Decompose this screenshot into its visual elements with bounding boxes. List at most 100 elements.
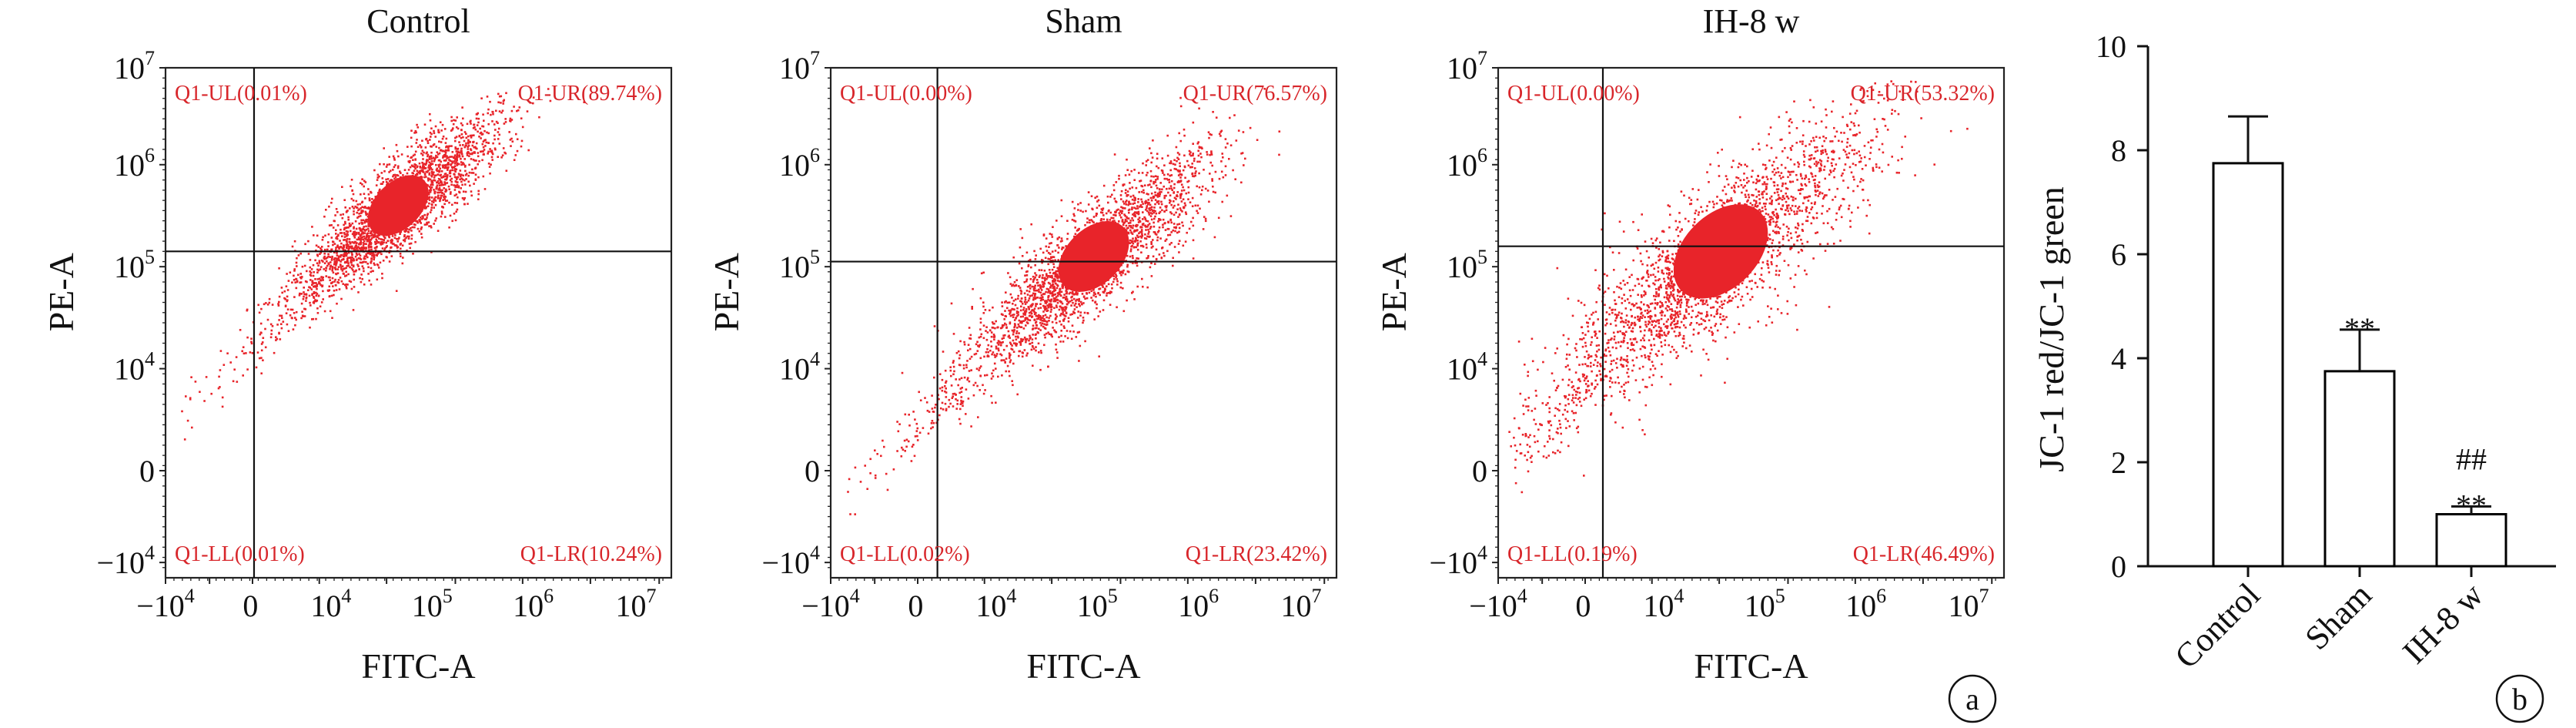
event-dot (1055, 351, 1059, 354)
event-dot (297, 273, 299, 277)
event-dot (443, 153, 446, 156)
event-dot (475, 117, 478, 120)
event-dot (322, 298, 324, 300)
event-dot (374, 243, 377, 245)
event-dot (1146, 159, 1149, 161)
event-dot (337, 255, 340, 258)
event-dot (337, 246, 340, 249)
event-dot (1145, 229, 1147, 231)
event-dot (462, 117, 464, 120)
event-dot (449, 156, 451, 158)
event-dot (1136, 248, 1139, 251)
event-dot (463, 146, 467, 149)
event-dot (457, 186, 459, 188)
event-dot (1047, 288, 1050, 290)
event-dot (431, 171, 434, 174)
event-dot (1192, 121, 1195, 124)
event-dot (190, 376, 192, 378)
event-dot (423, 166, 426, 168)
event-dot (417, 227, 420, 230)
event-dot (901, 446, 903, 449)
event-dot (1056, 267, 1059, 270)
event-dot (414, 150, 417, 153)
event-dot (386, 178, 390, 180)
event-dot (376, 253, 380, 255)
event-dot (221, 405, 224, 408)
event-dot (1194, 204, 1197, 207)
plot-frame (164, 66, 673, 579)
event-dot (456, 154, 459, 157)
event-dot (1124, 215, 1126, 217)
event-dot (908, 414, 910, 416)
event-dot (367, 244, 370, 247)
event-dot (956, 399, 959, 402)
event-dot (1041, 280, 1044, 283)
event-dot (1079, 314, 1082, 317)
event-dot (1184, 176, 1186, 179)
event-dot (916, 439, 919, 441)
event-dot (323, 257, 326, 259)
event-dot (1030, 312, 1033, 315)
event-dot (346, 245, 350, 248)
event-dot (470, 158, 473, 160)
event-dot (1121, 220, 1124, 223)
event-dot (1172, 264, 1174, 267)
event-dot (260, 349, 263, 352)
event-dot (487, 150, 490, 153)
event-dot (419, 166, 422, 169)
event-dot (1044, 327, 1047, 330)
event-dot (414, 174, 417, 176)
event-dot (351, 222, 354, 225)
event-dot (1101, 211, 1104, 214)
event-dot (1182, 169, 1185, 172)
event-dot (1094, 300, 1097, 304)
event-dot (304, 243, 306, 246)
event-dot (1184, 211, 1187, 213)
event-dot (350, 185, 352, 187)
event-dot (1119, 286, 1122, 289)
event-dot (323, 252, 326, 255)
event-dot (1043, 270, 1046, 272)
event-dot (500, 156, 503, 159)
event-dot (1069, 330, 1072, 333)
event-dot (434, 203, 437, 206)
event-dot (974, 381, 977, 384)
event-dot (1150, 262, 1153, 264)
event-dot (1060, 313, 1062, 315)
event-dot (1045, 237, 1048, 240)
event-dot (1066, 237, 1069, 240)
event-dot (1010, 347, 1012, 351)
event-dot (1161, 188, 1163, 191)
event-dot (1071, 295, 1073, 298)
event-dot (1089, 221, 1091, 224)
event-dot (520, 145, 523, 148)
event-dot (312, 317, 315, 320)
x-tick-label-base: 10 (513, 589, 544, 623)
event-dot (291, 308, 294, 311)
event-dot (1033, 294, 1036, 297)
event-dot (454, 163, 457, 165)
event-dot (1127, 222, 1130, 224)
event-dot (360, 230, 363, 232)
event-dot (435, 169, 438, 171)
event-dot (931, 420, 934, 422)
event-dot (336, 252, 338, 254)
event-dot (259, 333, 262, 336)
event-dot (1013, 319, 1016, 321)
event-dot (1056, 301, 1059, 304)
event-dot (425, 137, 428, 140)
event-dot (1128, 208, 1131, 211)
event-dot (416, 173, 418, 175)
event-dot (1156, 196, 1159, 198)
event-dot (359, 261, 362, 264)
event-dot (383, 239, 386, 241)
event-dot (460, 173, 463, 176)
event-dot (352, 265, 355, 268)
event-dot (343, 228, 346, 231)
event-dot (1082, 210, 1084, 213)
event-dot (353, 210, 355, 213)
event-dot (454, 146, 457, 149)
event-dot (1019, 342, 1022, 344)
event-dot (497, 101, 500, 104)
event-dot (1147, 211, 1150, 214)
